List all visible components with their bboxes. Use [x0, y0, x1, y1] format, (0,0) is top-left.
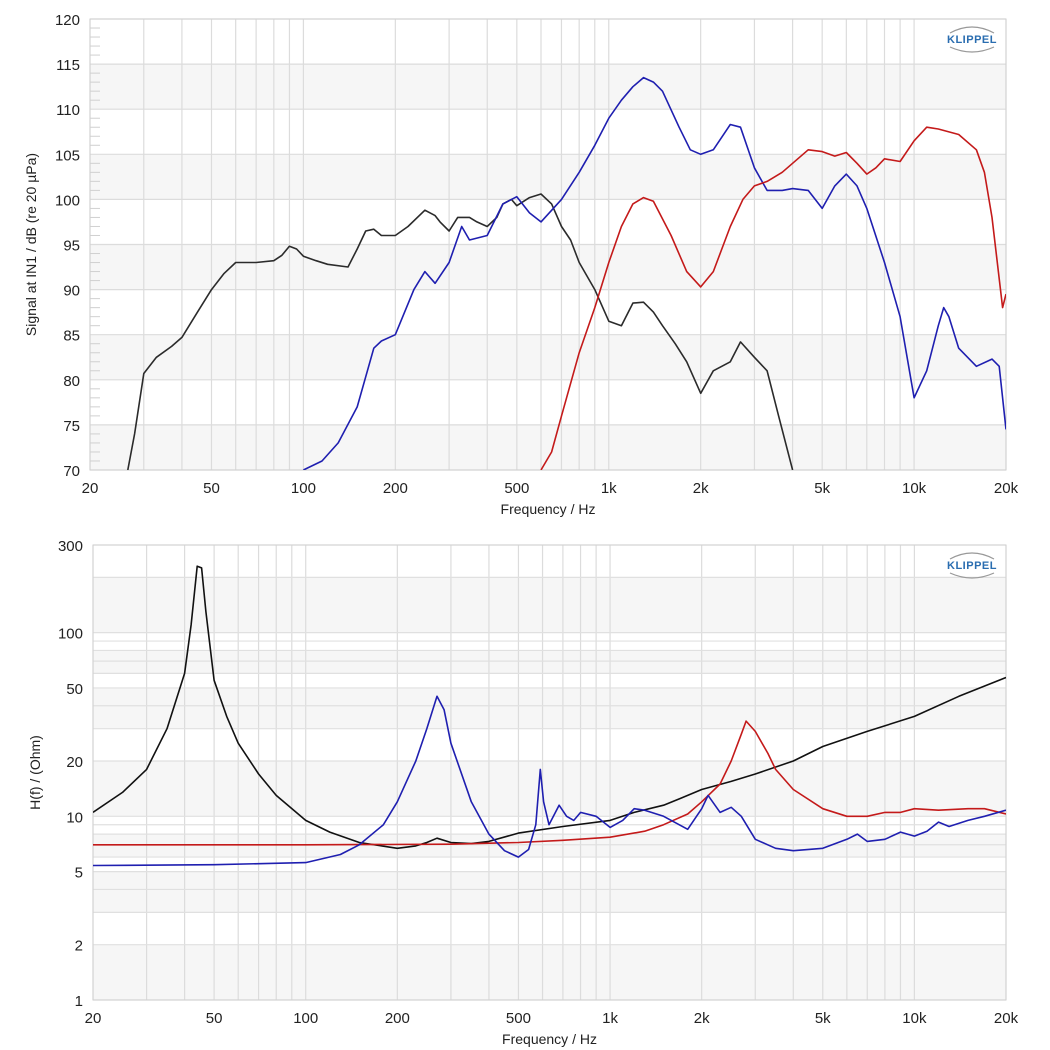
y-tick-label: 120 — [55, 12, 80, 29]
x-tick-label: 2k — [694, 1010, 710, 1027]
y-axis-label: Signal at IN1 / dB (re 20 µPa) — [23, 153, 39, 336]
grid-band — [93, 944, 1006, 1000]
logo-text: KLIPPEL — [947, 560, 997, 572]
y-tick-label: 300 — [58, 538, 83, 555]
x-tick-label: 2k — [693, 480, 709, 497]
series-line-3 — [540, 126, 1006, 470]
grid-band — [90, 244, 1006, 290]
klippel-logo: KLIPPEL — [947, 26, 997, 53]
y-tick-label: 85 — [63, 328, 80, 345]
logo-arc — [949, 552, 995, 560]
y-tick-label: 10 — [66, 809, 83, 826]
y-tick-label: 20 — [66, 754, 83, 771]
plot-border — [92, 544, 1007, 1001]
x-tick-label: 20k — [994, 480, 1019, 497]
logo-arc — [949, 46, 995, 53]
y-tick-label: 110 — [56, 102, 80, 119]
series-line-2 — [303, 76, 1006, 470]
grid-band — [93, 871, 1006, 913]
chart-1: 20 50 100 200 500 1k 2k 5k 10k 20k 70 75 80 85 90 95 100… — [23, 12, 1019, 517]
plot-border — [89, 18, 1007, 471]
x-tick-label: 100 — [293, 1010, 318, 1027]
grid-band — [93, 577, 1006, 633]
y-tick-label: 5 — [75, 865, 83, 882]
y-tick-label: 90 — [63, 283, 80, 300]
grid-band — [93, 650, 1006, 674]
x-tick-label: 100 — [291, 480, 316, 497]
grid-band — [93, 761, 1006, 817]
x-tick-label: 20 — [85, 1010, 102, 1027]
x-tick-label: 200 — [383, 480, 408, 497]
x-tick-label: 20 — [82, 480, 99, 497]
x-tick-label: 1k — [601, 480, 617, 497]
y-tick-label: 80 — [63, 373, 80, 390]
series-line-1 — [93, 565, 1006, 850]
x-tick-label: 5k — [815, 1010, 831, 1027]
logo-text: KLIPPEL — [947, 34, 997, 46]
grid-band — [90, 424, 1006, 470]
y-tick-label: 2 — [75, 938, 83, 955]
x-tick-label: 500 — [504, 480, 529, 497]
grid-band — [93, 834, 1006, 858]
x-tick-label: 50 — [203, 480, 220, 497]
x-tick-label: 10k — [902, 480, 927, 497]
x-tick-label: 10k — [902, 1010, 927, 1027]
y-tick-label: 70 — [63, 463, 80, 480]
y-tick-label: 50 — [66, 681, 83, 698]
x-tick-label: 5k — [814, 480, 830, 497]
series-line-2 — [93, 720, 1006, 846]
series-line-3 — [93, 695, 1006, 867]
x-tick-label: 50 — [206, 1010, 223, 1027]
y-tick-label: 75 — [63, 418, 80, 435]
grid-band — [90, 334, 1006, 380]
x-tick-label: 500 — [506, 1010, 531, 1027]
y-tick-label: 95 — [63, 238, 80, 255]
x-tick-label: 200 — [385, 1010, 410, 1027]
y-tick-label: 105 — [55, 147, 80, 164]
y-tick-label: 115 — [56, 57, 80, 74]
grid-band — [93, 687, 1006, 729]
y-tick-label: 1 — [75, 993, 83, 1010]
grid-band — [90, 154, 1006, 200]
x-axis-label: Frequency / Hz — [501, 501, 596, 517]
chart-2: 20 50 100 200 500 1k 2k 5k 10k 20k 1 2 5 10 20 50 100 300… — [27, 538, 1019, 1047]
x-tick-label: 1k — [602, 1010, 618, 1027]
y-axis-label: H(f) / (Ohm) — [27, 735, 43, 810]
y-tick-label: 100 — [55, 192, 80, 209]
grid-band — [90, 64, 1006, 110]
logo-arc — [949, 572, 995, 579]
series-line-1 — [127, 193, 794, 470]
x-tick-label: 20k — [994, 1010, 1019, 1027]
logo-arc — [949, 26, 995, 34]
klippel-logo: KLIPPEL — [947, 552, 997, 579]
x-axis-label: Frequency / Hz — [502, 1031, 597, 1047]
y-tick-label: 100 — [58, 626, 83, 643]
